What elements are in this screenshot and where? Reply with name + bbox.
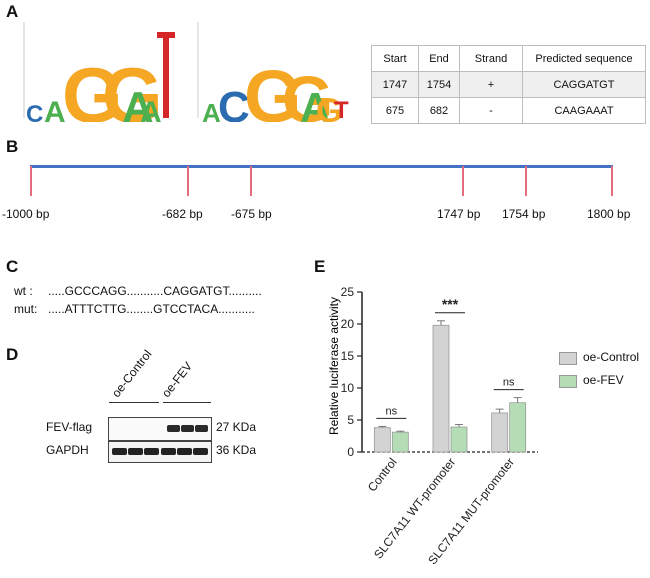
table-cell: 1747 [371,71,419,98]
table-cell: 675 [371,97,419,124]
luciferase-chart: Relative luciferase activity 0 5 10 15 20 25 n… [327,285,538,567]
mut-sequence: .....ATTTCTTG........GTCCTACA........... [48,302,255,316]
bar-oe-fev [450,426,468,453]
blot-fev-flag [108,417,212,441]
panel-label-d: D [6,345,19,364]
blot-size-label: 27 KDa [216,420,257,434]
bar-oe-control [491,412,509,453]
significance-label: ns [386,405,398,417]
blot-band [167,425,180,432]
table-cell: - [459,97,523,124]
wt-sequence: .....GCCCAGG...........CAGGATGT.........… [48,284,262,298]
bar-oe-fev [391,431,409,453]
table-cell: CAAGAAAT [522,97,646,124]
lane-divider [163,402,211,403]
promoter-tick [30,166,32,196]
blot-gapdh [108,441,212,463]
lane-divider [109,402,159,403]
category-label: Control [365,455,400,494]
table-cell: 1754 [418,71,460,98]
lane-label-oe-control: oe-Control [108,347,155,400]
tick-label: -682 bp [162,207,203,221]
blot-band [181,425,194,432]
legend-label-oe-control: oe-Control [583,350,640,364]
wt-label: wt : [14,284,33,298]
svg-text:A: A [44,96,66,122]
lane-label-oe-fev: oe-FEV [158,359,196,400]
y-tick-label: 10 [341,381,355,395]
blot-band [193,448,208,455]
tick-label: -1000 bp [2,207,50,221]
panel-label-e: E [314,257,326,276]
legend-swatch-oe-fev [559,375,577,388]
table-cell: + [459,71,523,98]
svg-text:A: A [202,98,221,122]
blot-band [144,448,159,455]
blot-band [128,448,143,455]
tick-label: 1754 bp [502,207,546,221]
table-row: 675 682 - CAAGAAAT [371,97,646,124]
blot-row-label: GAPDH [46,443,89,457]
significance-label: ns [503,377,515,389]
significance-label: *** [442,296,459,312]
svg-text:A: A [140,96,162,122]
table-header-row: Start End Strand Predicted sequence [371,45,646,72]
table-header-strand: Strand [459,45,523,72]
promoter-tick [462,166,464,196]
y-tick-label: 20 [341,317,355,331]
blot-size-label: 36 KDa [216,443,257,457]
panel-label-b: B [6,137,19,156]
legend-swatch-oe-control [559,352,577,365]
sequence-logo-1: C A G G A A [22,18,182,139]
tick-label: 1800 bp [587,207,631,221]
sequence-logo-2: A C G G A G T [196,18,356,138]
bar-oe-fev [509,402,527,453]
y-tick-label: 25 [341,285,355,299]
promoter-tick [525,166,527,196]
legend-label-oe-fev: oe-FEV [583,373,624,387]
table-header-start: Start [371,45,419,72]
y-tick-label: 5 [347,413,354,427]
predicted-sites-table: Start End Strand Predicted sequence 1747… [371,45,646,124]
blot-row-label: FEV-flag [46,420,93,434]
tick-label: -675 bp [231,207,272,221]
tick-label: 1747 bp [437,207,481,221]
table-header-sequence: Predicted sequence [522,45,646,72]
svg-text:C: C [26,101,43,122]
table-row: 1747 1754 + CAGGATGT [371,71,646,98]
blot-band [112,448,127,455]
promoter-line [30,165,613,168]
panel-label-a: A [6,2,19,21]
table-cell: CAGGATGT [522,71,646,98]
promoter-tick [611,166,613,196]
svg-text:T: T [334,97,349,122]
bar-oe-control [373,427,391,453]
blot-band [177,448,192,455]
panel-label-c: C [6,257,19,276]
mut-label: mut: [14,302,38,316]
blot-band [195,425,208,432]
y-axis-label: Relative luciferase activity [327,297,341,435]
blot-band [161,448,176,455]
bar-oe-control [432,324,450,453]
y-tick-label: 15 [341,349,355,363]
table-cell: 682 [418,97,460,124]
promoter-tick [187,166,189,196]
promoter-tick [250,166,252,196]
y-tick-label: 0 [347,445,354,459]
table-header-end: End [418,45,460,72]
